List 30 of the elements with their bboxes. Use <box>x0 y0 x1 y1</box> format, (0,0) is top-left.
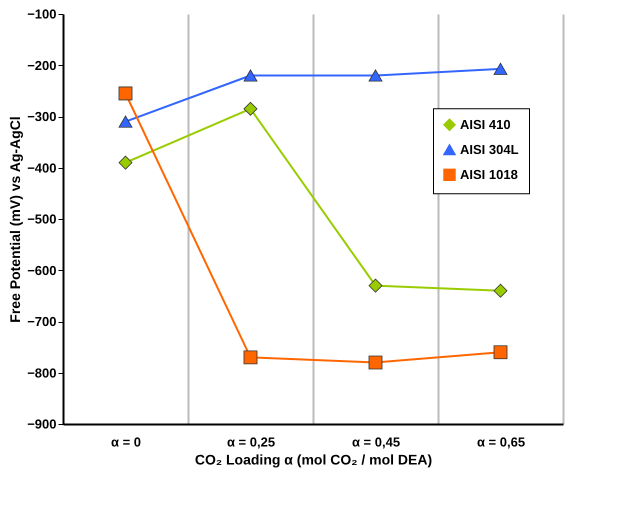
x-tick-label: α = 0,25 <box>226 434 276 450</box>
point <box>118 116 132 128</box>
point <box>244 102 258 116</box>
point <box>368 69 382 82</box>
y-tick-label: −100 <box>27 6 56 22</box>
point <box>118 86 132 100</box>
point <box>244 350 258 364</box>
x-tick-label: α = 0,65 <box>476 434 526 450</box>
x-tick-label: α = 0,45 <box>352 434 400 450</box>
y-axis-title: Free Potential (mV) vs Ag-AgCl <box>7 116 24 323</box>
y-tick-label: −300 <box>27 109 56 124</box>
y-tick-label: −600 <box>27 262 56 278</box>
point <box>368 278 382 293</box>
point <box>494 345 508 360</box>
legend-label: AISI 1018 <box>460 166 518 182</box>
y-tick-label: −400 <box>27 160 56 176</box>
y-tick-label: −500 <box>27 212 56 226</box>
point <box>368 356 382 370</box>
point <box>118 156 132 170</box>
legend-label: AISI 304L <box>460 142 519 157</box>
point <box>494 62 508 75</box>
point <box>244 69 258 82</box>
legend-label: AISI 410 <box>460 116 511 132</box>
y-tick-label: −900 <box>27 416 56 432</box>
x-tick-label: α = 0 <box>110 434 142 450</box>
y-tick-label: −800 <box>27 365 56 380</box>
point <box>494 284 508 298</box>
y-tick-label: −200 <box>27 58 56 73</box>
y-tick-label: −700 <box>27 314 56 329</box>
x-axis-title: CO₂ Loading α (mol CO₂ / mol DEA) <box>194 452 432 468</box>
